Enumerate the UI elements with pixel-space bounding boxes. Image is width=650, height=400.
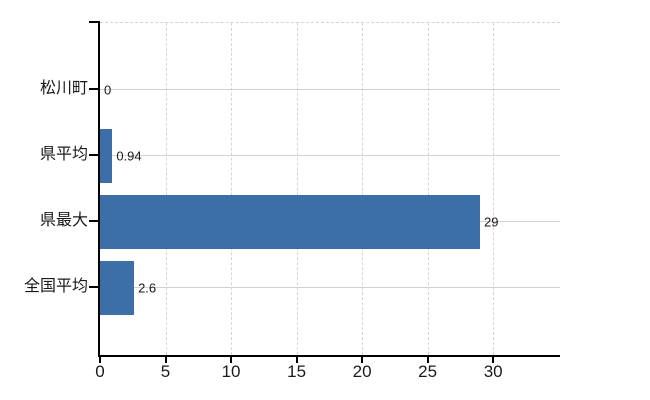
- v-gridline: [362, 23, 364, 355]
- h-gridline: [100, 155, 560, 156]
- x-tick-mark: [492, 357, 495, 363]
- y-tick-mark: [89, 21, 98, 23]
- category-label: 松川町: [39, 80, 88, 97]
- plot-area: 0 0.94 29 2.6: [100, 22, 560, 355]
- y-axis-line: [98, 21, 100, 357]
- x-tick-label: 10: [221, 362, 241, 381]
- x-tick-mark: [230, 357, 233, 363]
- bar-value-label: 0: [104, 82, 112, 98]
- v-gridline: [231, 23, 233, 355]
- bar-value-label: 0.94: [116, 148, 142, 164]
- x-tick-mark: [295, 357, 298, 363]
- category-label: 県最大: [39, 212, 88, 229]
- category-label: 県平均: [39, 146, 88, 163]
- x-tick-label: 30: [483, 362, 503, 381]
- bar-value-label: 2.6: [138, 280, 157, 296]
- x-axis-line: [98, 355, 560, 357]
- x-tick-label: 5: [160, 362, 171, 381]
- v-gridline: [493, 23, 495, 355]
- y-tick-mark: [89, 88, 98, 90]
- x-tick-label: 0: [95, 362, 105, 381]
- x-tick-mark: [99, 357, 101, 363]
- h-gridline: [100, 89, 560, 90]
- bar: [100, 129, 113, 183]
- y-tick-mark: [89, 286, 98, 288]
- bar: [100, 195, 481, 249]
- x-tick-label: 15: [287, 362, 307, 381]
- x-tick-label: 20: [352, 362, 372, 381]
- x-tick-label: 25: [418, 362, 438, 381]
- v-gridline: [296, 23, 298, 355]
- v-gridline: [165, 23, 167, 355]
- y-tick-mark: [89, 220, 98, 222]
- category-label: 全国平均: [23, 278, 88, 295]
- bar-value-label: 29: [484, 214, 499, 230]
- v-gridline: [427, 23, 429, 355]
- h-gridline: [100, 287, 560, 288]
- x-tick-mark: [164, 357, 167, 363]
- x-tick-mark: [361, 357, 364, 363]
- x-tick-mark: [426, 357, 429, 363]
- bar: [100, 261, 135, 315]
- y-tick-mark: [89, 154, 98, 156]
